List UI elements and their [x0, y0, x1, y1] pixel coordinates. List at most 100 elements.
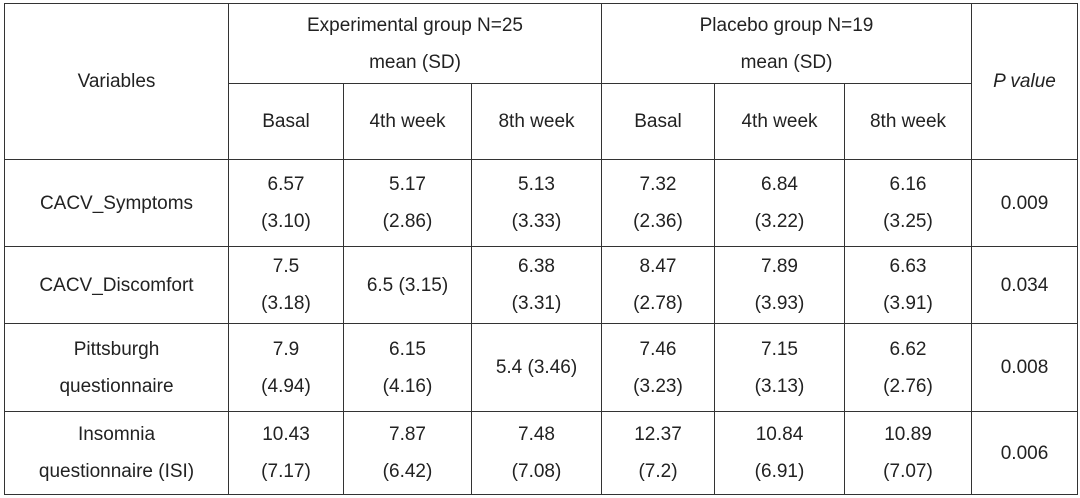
sd-value: (3.13) — [754, 375, 805, 397]
pla-value-cell: 7.15 (3.13) — [714, 323, 845, 412]
exp-value-cell: 6.38 (3.31) — [471, 246, 602, 324]
mean-value: 7.87 — [389, 424, 426, 445]
mean-value: 6.57 — [267, 174, 305, 195]
mean-value: 10.43 — [262, 424, 310, 445]
sd-value: (3.18) — [261, 293, 311, 314]
exp-value-cell: 10.43 (7.17) — [228, 411, 344, 495]
p-value-cell: 0.006 — [971, 411, 1078, 495]
results-table: Variables Experimental group N=25 mean (… — [4, 3, 1078, 495]
variable-cell: Pittsburgh questionnaire — [4, 323, 229, 412]
mean-value: 8.47 — [639, 256, 677, 277]
p-value-cell: 0.008 — [971, 323, 1078, 412]
p-value-cell: 0.009 — [971, 159, 1078, 247]
mean-value: 6.16 — [889, 174, 927, 195]
pla-value-cell: 7.89 (3.93) — [714, 246, 845, 324]
mean-value: 6.38 — [518, 256, 555, 277]
pla-value-cell: 7.46 (3.23) — [601, 323, 715, 412]
variable-label-line: CACV_Symptoms — [39, 192, 194, 214]
pla-value-cell: 7.32 (2.36) — [601, 159, 715, 247]
mean-value: 6.62 — [889, 338, 927, 360]
exp-value-cell: 6.57 (3.10) — [228, 159, 344, 247]
sd-value: (2.76) — [883, 375, 933, 397]
exp-value-cell: 6.15 (4.16) — [343, 323, 472, 412]
mean-value: 10.84 — [755, 424, 804, 445]
exp-value-cell: 6.5 (3.15) — [343, 246, 472, 324]
sd-value: (3.10) — [261, 211, 311, 232]
mean-value: 10.89 — [884, 424, 932, 445]
variable-label-line: CACV_Discomfort — [39, 274, 194, 296]
variable-label-line: questionnaire — [59, 375, 174, 397]
variable-label-line: questionnaire (ISI) — [38, 461, 195, 482]
pla-value-cell: 10.84 (6.91) — [714, 411, 845, 495]
variable-label-line: Insomnia — [77, 424, 156, 445]
pla-value-cell: 12.37 (7.2) — [601, 411, 715, 495]
sd-value: (3.33) — [511, 211, 562, 232]
sd-value: (7.08) — [511, 461, 562, 482]
sd-value: (7.07) — [883, 461, 933, 482]
mean-value: 7.32 — [639, 174, 677, 195]
mean-value: 7.89 — [761, 256, 798, 277]
sd-value: (3.93) — [754, 293, 805, 314]
sd-value: (7.17) — [261, 461, 311, 482]
pla-value-cell: 6.62 (2.76) — [844, 323, 972, 412]
p-value-cell: 0.034 — [971, 246, 1078, 324]
variable-cell: Insomnia questionnaire (ISI) — [4, 411, 229, 495]
mean-value: 7.5 — [272, 256, 300, 277]
mean-value: 5.13 — [518, 174, 555, 195]
variable-cell: CACV_Symptoms — [4, 159, 229, 247]
table-row: Insomnia questionnaire (ISI) 10.43 (7.17) 7.… — [4, 411, 1078, 495]
mean-value: 7.46 — [639, 338, 677, 360]
exp-value-cell: 5.4 (3.46) — [471, 323, 602, 412]
pla-value-cell: 6.63 (3.91) — [844, 246, 972, 324]
exp-value-cell: 7.9 (4.94) — [228, 323, 344, 412]
exp-value-cell: 7.87 (6.42) — [343, 411, 472, 495]
variable-cell: CACV_Discomfort — [4, 246, 229, 324]
mean-value: 6.63 — [889, 256, 927, 277]
header-placebo-group: Placebo group N=19 mean (SD) — [601, 3, 972, 84]
pla-value-cell: 8.47 (2.78) — [601, 246, 715, 324]
header-placebo-subtitle: mean (SD) — [740, 51, 833, 73]
header-exp-week8: 8th week — [471, 83, 602, 160]
mean-value: 6.5 (3.15) — [366, 274, 449, 296]
pla-value-cell: 6.16 (3.25) — [844, 159, 972, 247]
pla-value-cell: 10.89 (7.07) — [844, 411, 972, 495]
header-placebo-title: Placebo group N=19 — [699, 14, 874, 36]
mean-value: 7.9 — [272, 338, 300, 360]
header-p-value: P value — [971, 3, 1078, 160]
table-row: CACV_Discomfort 7.5 (3.18) 6.5 (3.15) 6.38 (3… — [4, 246, 1078, 324]
header-experimental-group: Experimental group N=25 mean (SD) — [228, 3, 602, 84]
mean-value: 7.48 — [518, 424, 555, 445]
header-exp-basal: Basal — [228, 83, 344, 160]
header-pla-week4: 4th week — [714, 83, 845, 160]
sd-value: (3.25) — [883, 211, 933, 232]
sd-value: (6.91) — [754, 461, 805, 482]
sd-value: (4.16) — [382, 375, 433, 397]
sd-value: (6.42) — [382, 461, 433, 482]
exp-value-cell: 5.13 (3.33) — [471, 159, 602, 247]
mean-value: 7.15 — [761, 338, 798, 360]
sd-value: (3.22) — [754, 211, 805, 232]
mean-value: 12.37 — [634, 424, 682, 445]
sd-value: (3.91) — [883, 293, 933, 314]
header-pla-week8: 8th week — [844, 83, 972, 160]
sd-value: (2.86) — [382, 211, 433, 232]
exp-value-cell: 7.48 (7.08) — [471, 411, 602, 495]
table-row: CACV_Symptoms 6.57 (3.10) 5.17 (2.86) 5.13 (3.… — [4, 159, 1078, 247]
pla-value-cell: 6.84 (3.22) — [714, 159, 845, 247]
mean-value: 6.84 — [761, 174, 798, 195]
exp-value-cell: 5.17 (2.86) — [343, 159, 472, 247]
sd-value: (2.36) — [633, 211, 683, 232]
table-row: Pittsburgh questionnaire 7.9 (4.94) 6.15 (4.1… — [4, 323, 1078, 412]
sd-value: (4.94) — [261, 375, 311, 397]
header-experimental-title: Experimental group N=25 — [307, 14, 523, 36]
variable-label-line: Pittsburgh — [73, 338, 160, 360]
header-experimental-subtitle: mean (SD) — [369, 51, 461, 73]
table-body: CACV_Symptoms 6.57 (3.10) 5.17 (2.86) 5.13 (3.… — [4, 159, 1078, 495]
header-variables: Variables — [4, 3, 229, 160]
sd-value: (7.2) — [638, 461, 678, 482]
sd-value: (2.78) — [633, 293, 683, 314]
sd-value: (3.31) — [511, 293, 562, 314]
header-exp-week4: 4th week — [343, 83, 472, 160]
exp-value-cell: 7.5 (3.18) — [228, 246, 344, 324]
mean-value: 5.4 (3.46) — [495, 357, 578, 378]
